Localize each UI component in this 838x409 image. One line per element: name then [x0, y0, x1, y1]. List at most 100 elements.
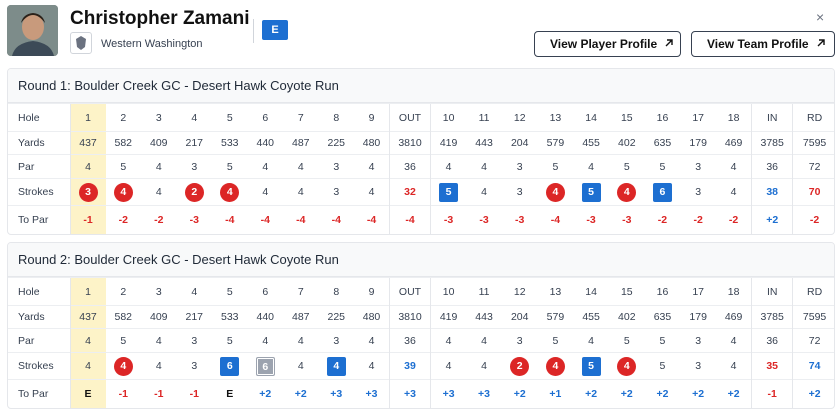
column-header: 18 — [716, 277, 752, 306]
cell: 469 — [716, 131, 752, 155]
cell: 487 — [283, 131, 319, 155]
to-par-value: -2 — [693, 213, 703, 226]
to-par-value: -3 — [443, 213, 454, 226]
to-par-value: +2 — [766, 213, 779, 226]
cell: 582 — [105, 131, 141, 155]
cell: 74 — [792, 352, 834, 380]
logo-graphic — [76, 36, 86, 50]
score-value: 5 — [659, 360, 666, 372]
cell: 3 — [680, 352, 716, 380]
column-header: Hole — [8, 103, 70, 132]
score-value: 4 — [155, 186, 162, 198]
column-header: 6 — [247, 103, 283, 132]
score-marker: 5 — [439, 182, 459, 202]
cell: 402 — [608, 305, 645, 329]
cell: 5 — [644, 154, 681, 179]
column-header: 2 — [105, 103, 141, 132]
team-profile-button[interactable]: View Team Profile — [691, 31, 835, 57]
cell: +2 — [283, 379, 319, 408]
cell: 5 — [105, 328, 141, 353]
cell: 4 — [430, 328, 467, 353]
score-row: To Par E -1 -1 -1 E +2 +2 +3 +3 +3 +3 +3 +2 +1 +2 +2 +2 +2… — [8, 379, 834, 408]
cell: 419 — [430, 131, 467, 155]
cell: 4 — [537, 178, 574, 206]
cell: 440 — [247, 131, 283, 155]
cell: 5 — [212, 154, 248, 179]
to-par-value: -3 — [515, 213, 525, 226]
cell: 4 — [105, 178, 141, 206]
column-header: 13 — [537, 277, 574, 306]
cell: 5 — [537, 328, 574, 353]
cell: 5 — [212, 328, 248, 353]
column-header: 5 — [212, 103, 248, 132]
button-label: View Team Profile — [707, 37, 809, 51]
cell: +2 — [608, 379, 645, 408]
column-header: 4 — [176, 277, 212, 306]
cell: 4 — [608, 352, 645, 380]
column-header: 12 — [501, 277, 538, 306]
cell: 4 — [354, 178, 390, 206]
score-value: 4 — [368, 360, 375, 372]
cell: 7595 — [792, 305, 834, 329]
cell: 5 — [105, 154, 141, 179]
cell: 36 — [389, 328, 431, 353]
to-par-value: -3 — [479, 213, 489, 226]
cell: 36 — [751, 328, 793, 353]
scorecard-table: Hole 1 2 3 4 5 6 7 8 9 OUT 10 11 12 13 14 15 16 17 18 IN RD Ya… — [8, 277, 834, 408]
to-par-value: E — [84, 387, 92, 400]
column-header: 7 — [283, 103, 319, 132]
to-par-value: +2 — [294, 387, 307, 400]
cell: 533 — [212, 131, 248, 155]
cell: 204 — [501, 305, 538, 329]
to-par-value: +2 — [585, 387, 598, 400]
score-row: Strokes 4 4 4 3 6 6 4 4 4 39 4 4 2 4 5 4 5 3 4 35 74 — [8, 352, 834, 380]
cell: 4 — [354, 154, 390, 179]
cell: +2 — [247, 379, 283, 408]
cell: -3 — [501, 205, 538, 234]
score-value: 4 — [368, 186, 375, 198]
cell: 6 — [644, 178, 681, 206]
column-header: RD — [792, 277, 834, 306]
cell: 4 — [430, 154, 467, 179]
cell: 455 — [573, 305, 609, 329]
score-value: 4 — [297, 186, 304, 198]
column-header: 11 — [466, 103, 502, 132]
cell: -1 — [751, 379, 793, 408]
score-marker: 4 — [220, 182, 240, 202]
to-par-value: +2 — [513, 387, 526, 400]
column-header: 4 — [176, 103, 212, 132]
score-value: 4 — [155, 360, 162, 372]
cell: 5 — [573, 178, 609, 206]
cell: 32 — [389, 178, 431, 206]
cell: 443 — [466, 131, 502, 155]
score-marker: 4 — [617, 182, 637, 202]
to-par-value: -1 — [83, 213, 93, 226]
to-par-value: +2 — [620, 387, 633, 400]
player-profile-button[interactable]: View Player Profile — [534, 31, 681, 57]
column-header: 12 — [501, 103, 538, 132]
cell: 579 — [537, 131, 574, 155]
cell: +2 — [644, 379, 681, 408]
column-header: 1 — [69, 103, 106, 132]
close-button[interactable]: × — [816, 9, 825, 25]
cell: 4 — [283, 178, 319, 206]
score-row: Par 4 5 4 3 5 4 4 3 4 36 4 4 3 5 4 5 5 3 4 36 72 — [8, 154, 834, 179]
round-title: Round 2: Boulder Creek GC - Desert Hawk … — [8, 243, 834, 277]
cell: 4 — [69, 352, 106, 380]
cell: 4 — [573, 328, 609, 353]
cell: 3 — [69, 178, 106, 206]
to-par-value: +3 — [365, 387, 378, 400]
round-title: Round 1: Boulder Creek GC - Desert Hawk … — [8, 69, 834, 103]
cell: -2 — [644, 205, 681, 234]
cell: 5 — [430, 178, 467, 206]
cell: 4 — [141, 328, 177, 353]
column-header: IN — [751, 103, 793, 132]
to-par-value: -3 — [622, 213, 632, 226]
score-value: 39 — [404, 360, 416, 372]
cell: -4 — [354, 205, 390, 234]
cell: -2 — [141, 205, 177, 234]
score-row: Par 4 5 4 3 5 4 4 3 4 36 4 4 3 5 4 5 5 3 4 36 72 — [8, 328, 834, 353]
cell: -3 — [430, 205, 467, 234]
cell: 440 — [247, 305, 283, 329]
